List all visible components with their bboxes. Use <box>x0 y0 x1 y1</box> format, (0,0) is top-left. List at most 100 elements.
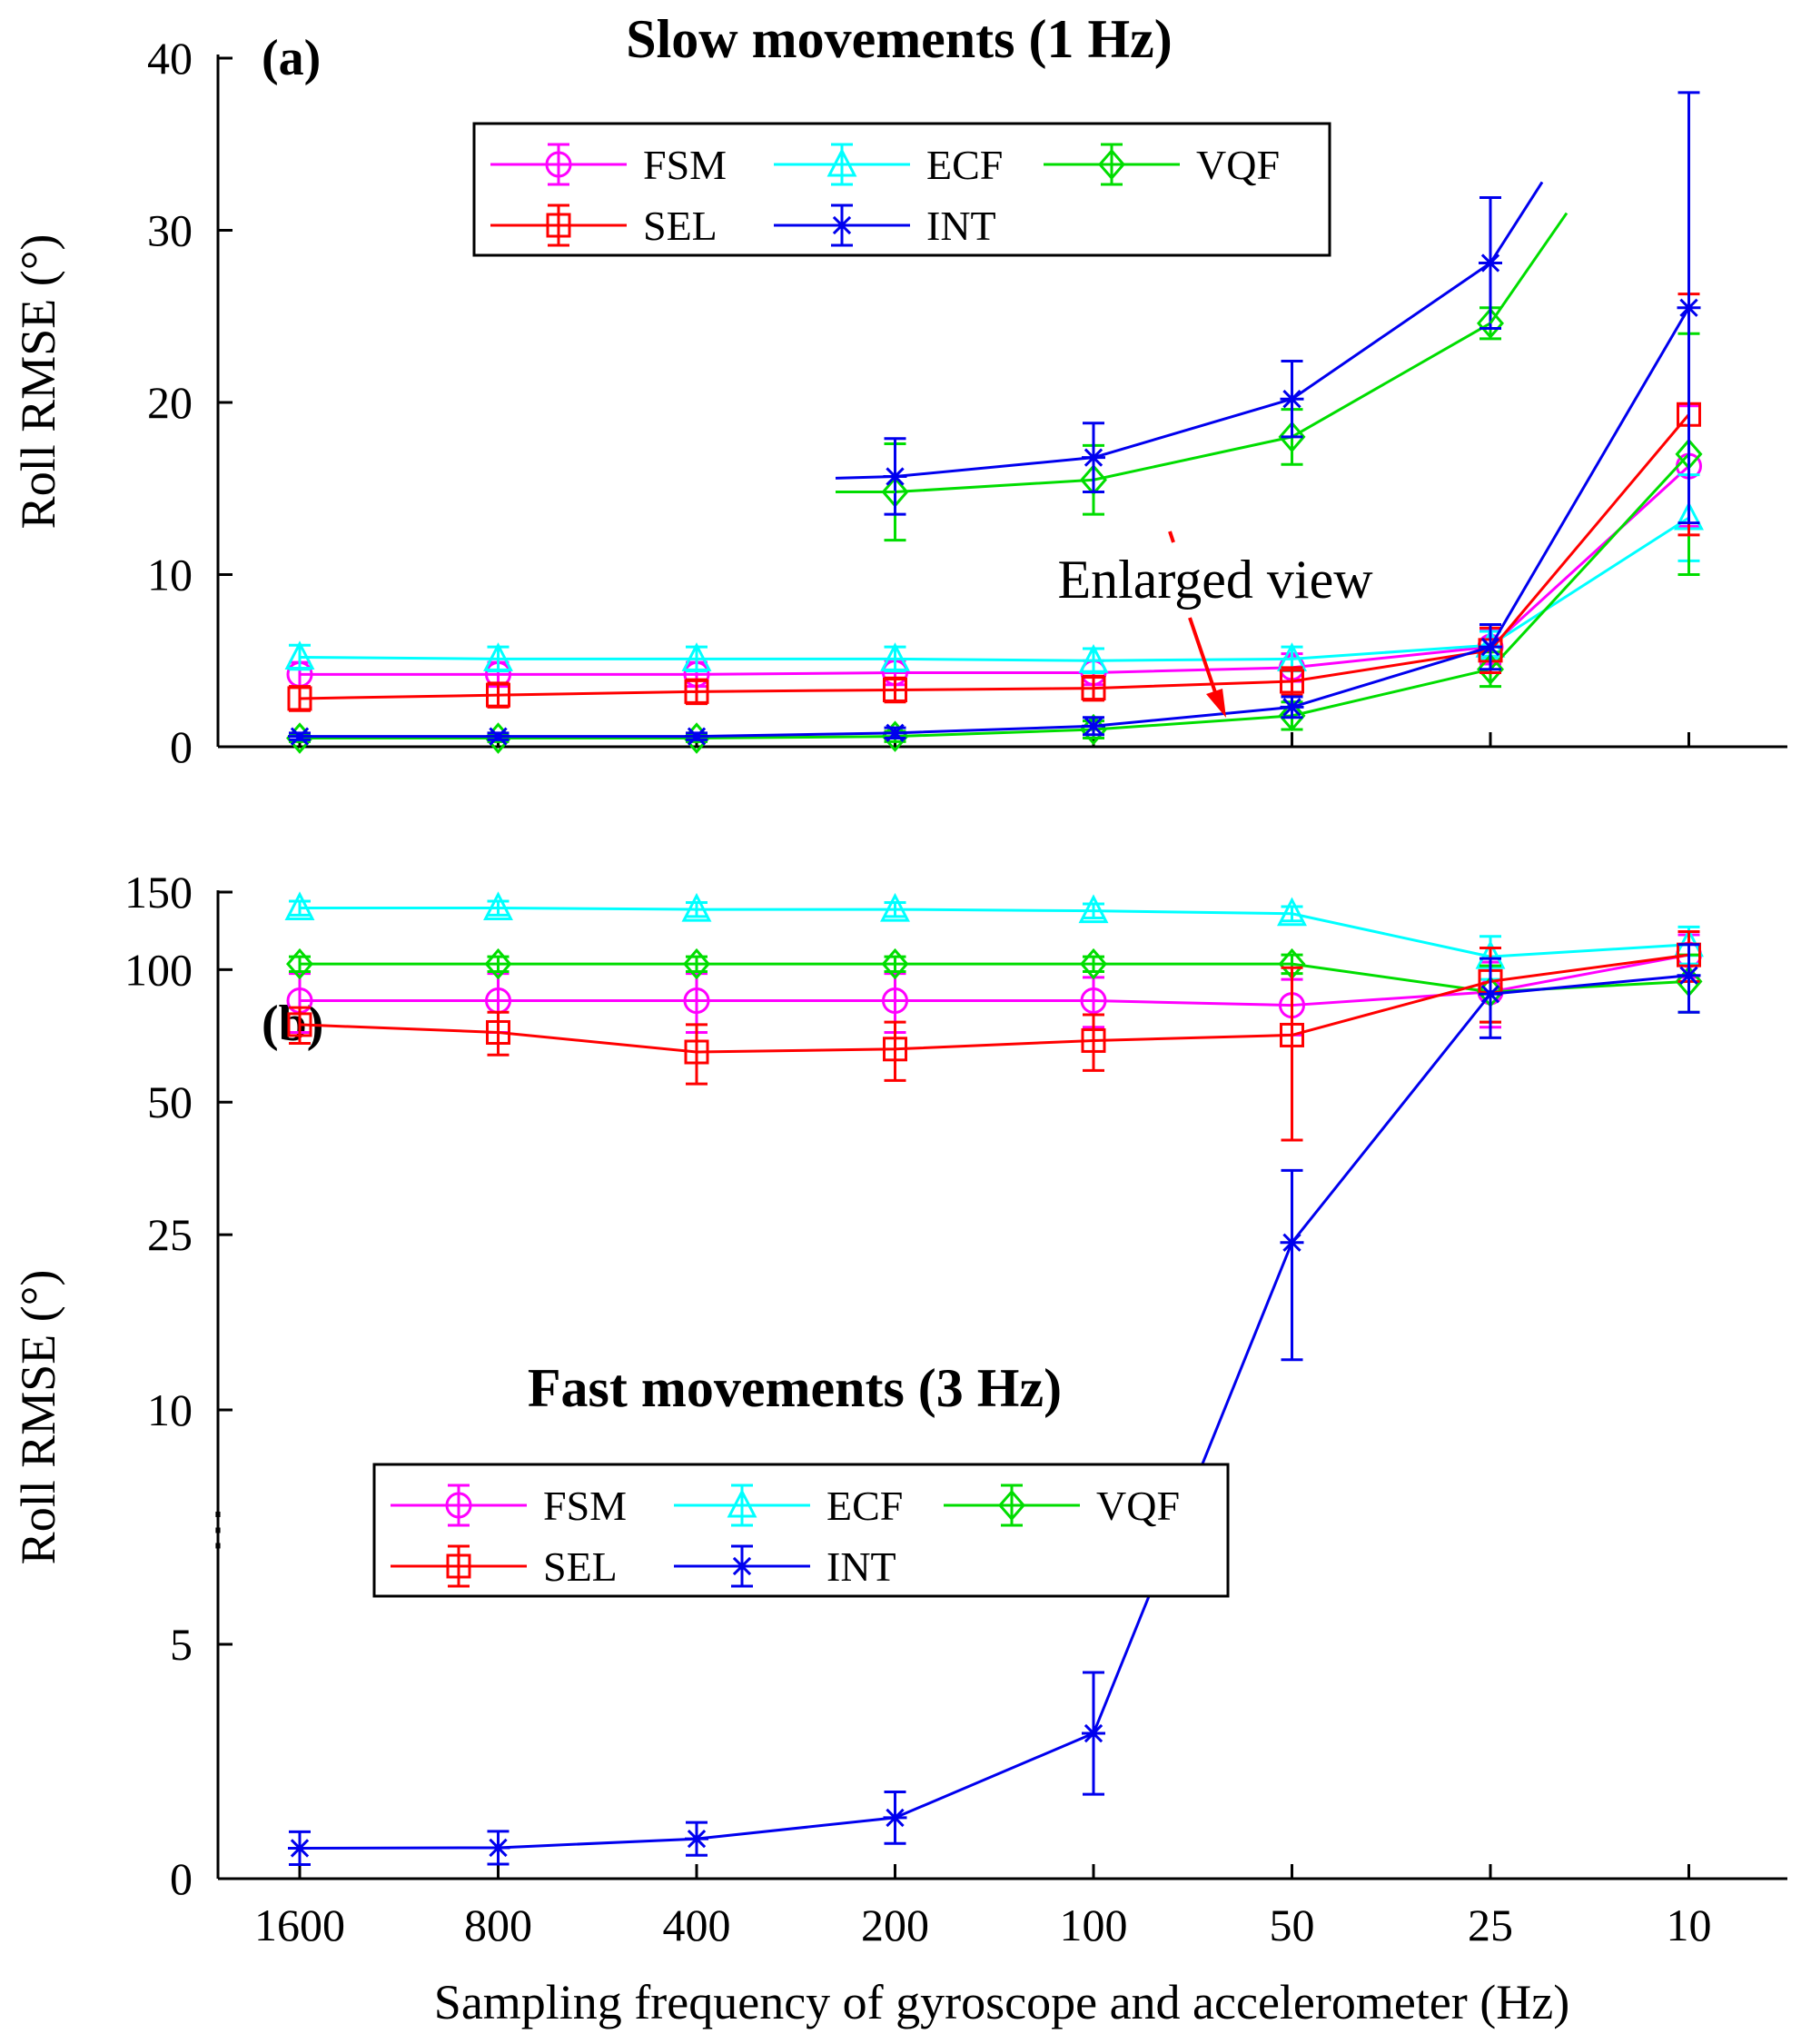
data-point-sel <box>1081 676 1106 701</box>
data-point-ecf <box>681 642 712 671</box>
x-axis-label: Sampling frequency of gyroscope and acce… <box>434 1975 1569 2029</box>
legend-label-fsm: FSM <box>543 1483 627 1529</box>
legend-marker-fsm <box>545 151 572 178</box>
data-point-int <box>1280 390 1304 409</box>
legend-marker-ecf <box>826 147 857 177</box>
legend-marker-sel <box>446 1553 471 1579</box>
data-point-sel <box>287 686 312 711</box>
data-point-ecf <box>880 642 910 671</box>
series-line-int <box>299 974 1689 1850</box>
data-point-int <box>883 723 907 743</box>
data-point-sel <box>486 1019 510 1045</box>
legend-marker-int <box>830 215 854 235</box>
panel-a-label: (a) <box>262 30 321 86</box>
enlarged-view-arrow <box>1168 531 1226 718</box>
error-bar-sel <box>1281 966 1303 1142</box>
legend-errorbar-fsm <box>448 1483 470 1527</box>
data-point-int <box>1677 298 1701 317</box>
y-tick-label: 0 <box>170 721 193 772</box>
data-point-vqf <box>484 948 512 980</box>
x-tick-label: 400 <box>663 1900 731 1950</box>
legend-marker-ecf <box>727 1488 757 1518</box>
legend-label-int: INT <box>826 1543 896 1590</box>
data-point-int <box>883 1808 907 1828</box>
data-point-ecf <box>681 892 712 922</box>
inset-series-int <box>883 195 1502 516</box>
data-point-vqf <box>1477 653 1504 686</box>
legend-label-vqf: VQF <box>1196 142 1280 188</box>
error-bar-int <box>1479 957 1501 1039</box>
legend-marker-fsm <box>445 1492 472 1519</box>
series-line-ecf <box>299 516 1690 662</box>
x-tick-label: 100 <box>1060 1900 1128 1950</box>
legend-box <box>472 122 1331 257</box>
inset-tail-vqf <box>1489 212 1569 324</box>
panel-a-y-axis-label: Roll RMSE (°) <box>11 234 65 530</box>
legend-marker-vqf <box>998 1489 1025 1522</box>
x-tick-label: 10 <box>1667 1900 1712 1950</box>
x-tick-label: 200 <box>861 1900 929 1950</box>
series-line-int <box>895 262 1491 478</box>
series-line-int <box>300 307 1690 739</box>
panel-b-axes: 0 5 10 25 50 100 150 1600 800 400 200 100 50 25 10 <box>124 867 1787 1950</box>
data-point-ecf <box>284 891 315 921</box>
legend-label-vqf: VQF <box>1096 1483 1180 1529</box>
y-tick-label: 10 <box>147 1384 193 1435</box>
legend-marker-sel <box>546 213 571 238</box>
panel-b-legend: FSM ECF VQF SEL INT <box>372 1463 1230 1598</box>
y-tick-label: 40 <box>147 33 193 84</box>
data-point-ecf <box>1078 643 1109 673</box>
data-point-sel <box>883 677 907 702</box>
data-point-ecf <box>1078 894 1109 924</box>
error-bar-ecf <box>884 901 906 918</box>
error-bar-ecf <box>1281 905 1303 923</box>
series-line-vqf <box>895 322 1491 494</box>
data-point-int <box>1082 717 1105 736</box>
data-point-ecf <box>1277 897 1307 927</box>
data-point-int <box>1479 985 1502 1004</box>
series-line-sel <box>299 413 1690 700</box>
data-point-vqf <box>1278 421 1306 453</box>
legend-label-sel: SEL <box>543 1543 618 1590</box>
data-point-int <box>1677 966 1701 985</box>
data-point-sel <box>1280 669 1304 694</box>
y-tick-label: 50 <box>147 1077 193 1127</box>
error-bar-sel <box>1083 1013 1104 1072</box>
error-bar-ecf <box>686 901 708 918</box>
legend-label-ecf: ECF <box>926 142 1003 188</box>
legend-label-ecf: ECF <box>826 1483 903 1529</box>
legend-errorbar-sel <box>548 203 569 247</box>
error-bar-sel <box>1281 666 1303 697</box>
y-tick-label: 150 <box>124 867 193 918</box>
panel-b-y-axis-label: Roll RMSE (°) <box>11 1270 65 1565</box>
panel-a-title: Slow movements (1 Hz) <box>626 9 1173 69</box>
data-point-sel <box>1081 1027 1106 1053</box>
data-point-int <box>1082 448 1105 467</box>
data-point-int <box>486 1838 510 1858</box>
data-point-int <box>288 727 312 746</box>
inset-tail-int <box>1489 181 1544 264</box>
y-tick-label: 25 <box>147 1209 193 1260</box>
data-point-vqf <box>1477 307 1504 340</box>
panel-b-title: Fast movements (3 Hz) <box>528 1358 1062 1418</box>
y-tick-label: 10 <box>147 550 193 600</box>
data-point-vqf <box>683 948 710 980</box>
data-point-vqf <box>1080 463 1107 496</box>
x-tick-label: 50 <box>1270 1900 1315 1950</box>
data-point-vqf <box>881 948 909 980</box>
series-line-vqf <box>300 452 1690 740</box>
data-point-sel <box>486 682 510 708</box>
series-line-ecf <box>300 907 1689 958</box>
data-point-ecf <box>284 640 315 670</box>
error-bar-sel <box>884 1020 906 1082</box>
y-tick-label: 5 <box>170 1619 193 1670</box>
data-point-sel <box>684 679 709 704</box>
legend-marker-int <box>730 1556 754 1576</box>
error-bar-sel <box>686 1023 708 1086</box>
data-point-int <box>288 1839 312 1858</box>
panel-a: Slow movements (1 Hz) (a) Roll RMSE (°) … <box>11 9 1787 772</box>
x-tick-label: 25 <box>1468 1900 1513 1950</box>
data-point-int <box>1280 1233 1304 1252</box>
data-point-fsm <box>882 987 908 1015</box>
